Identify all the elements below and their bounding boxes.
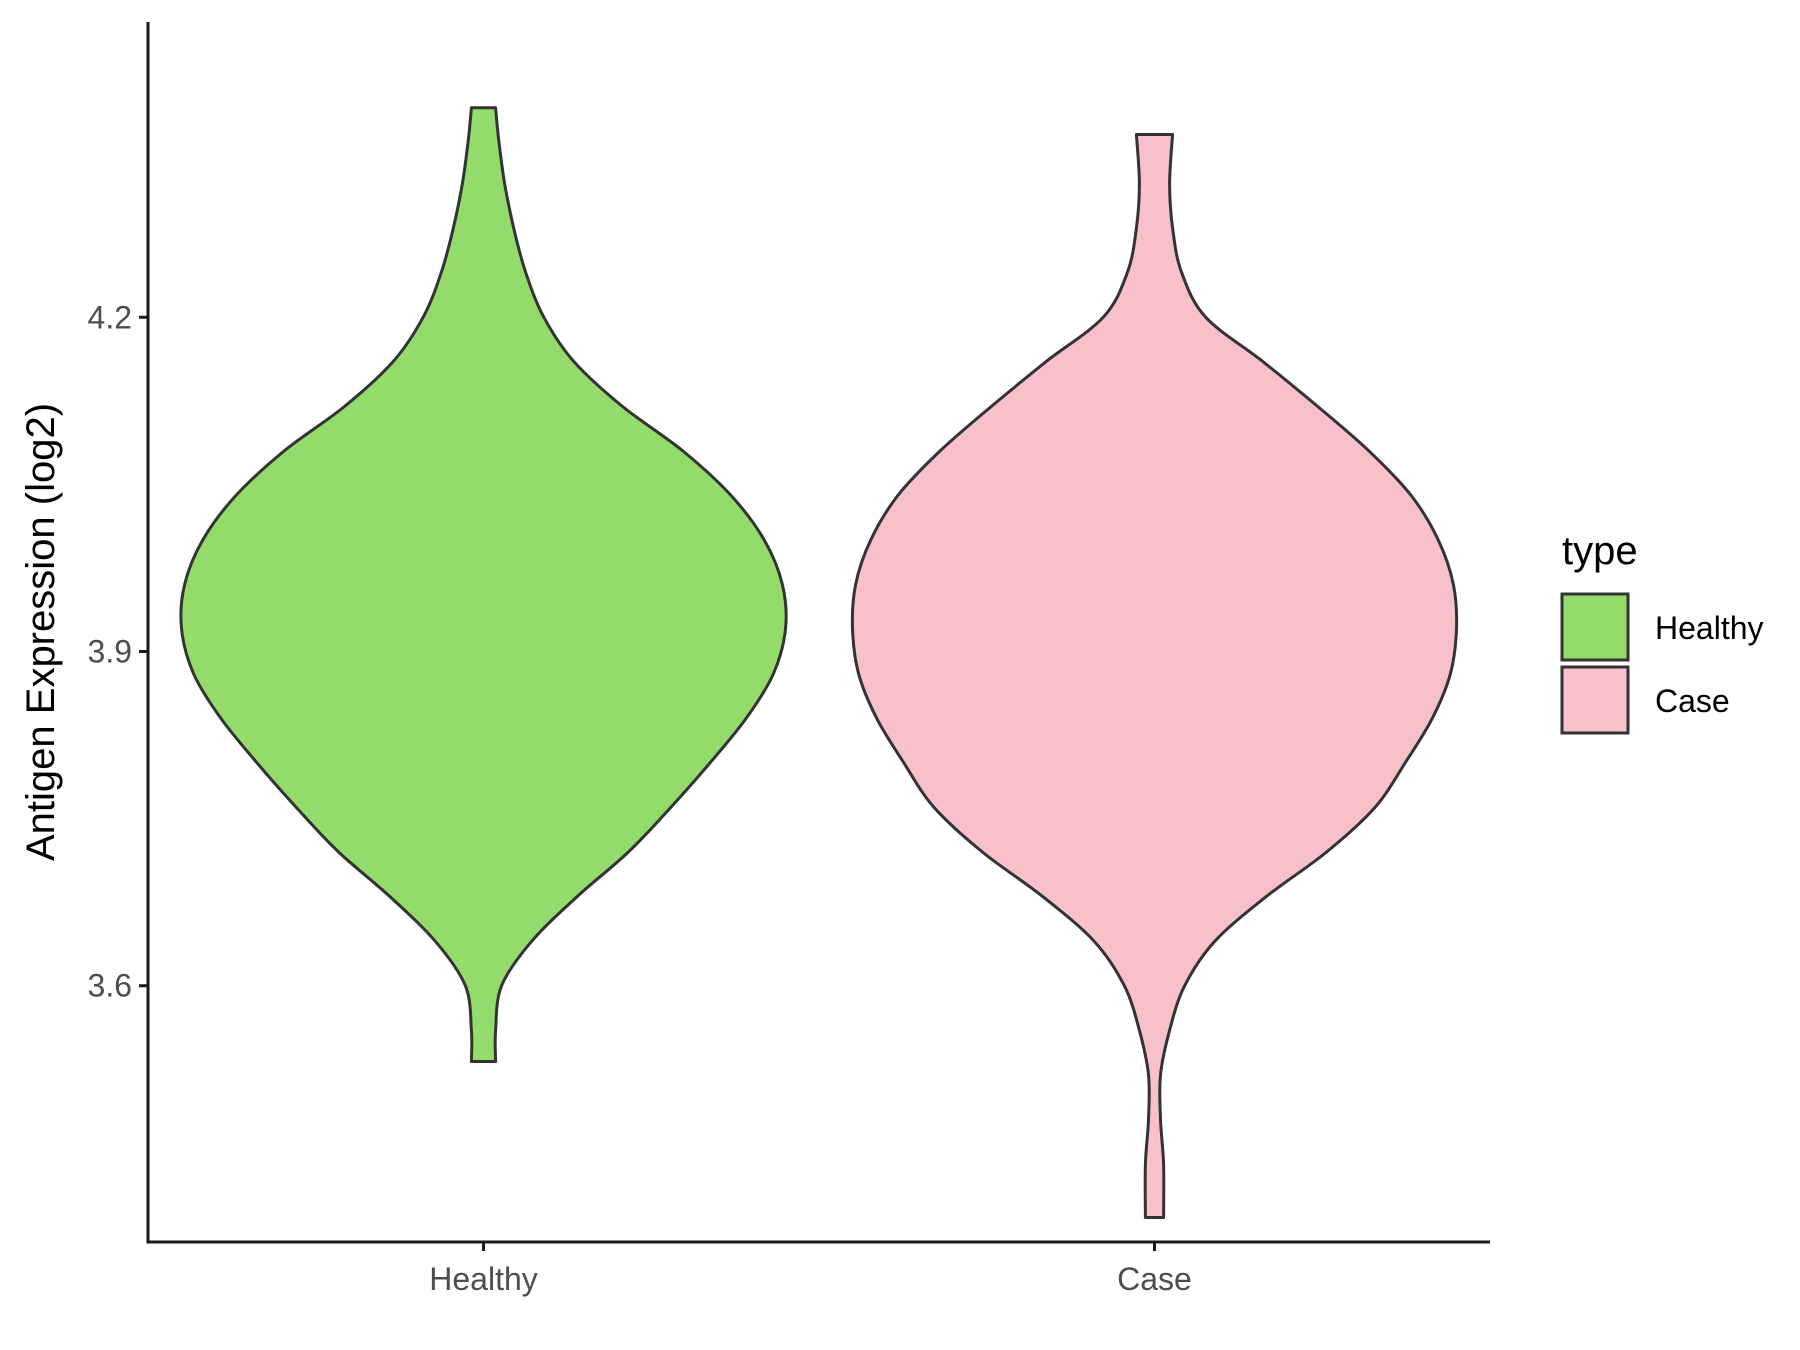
violin-case — [850, 133, 1459, 1219]
x-ticks: Healthy Case — [429, 1242, 1192, 1297]
legend-key — [1560, 665, 1630, 735]
violin-layer — [179, 106, 1459, 1219]
y-tick-label: 3.9 — [88, 633, 132, 669]
x-tick-label: Case — [1117, 1261, 1192, 1297]
x-tick-label: Healthy — [429, 1261, 538, 1297]
y-axis-title: Antigen Expression (log2) — [19, 403, 63, 861]
legend-title: type — [1562, 529, 1638, 573]
y-ticks: 3.6 3.9 4.2 — [88, 299, 148, 1004]
legend: type Healthy Case — [1560, 529, 1764, 735]
legend-label: Case — [1655, 683, 1730, 719]
legend-key — [1560, 592, 1630, 662]
violin-healthy — [179, 106, 788, 1063]
y-tick-label: 3.6 — [88, 968, 132, 1004]
y-tick-label: 4.2 — [88, 299, 132, 335]
legend-label: Healthy — [1655, 610, 1764, 646]
